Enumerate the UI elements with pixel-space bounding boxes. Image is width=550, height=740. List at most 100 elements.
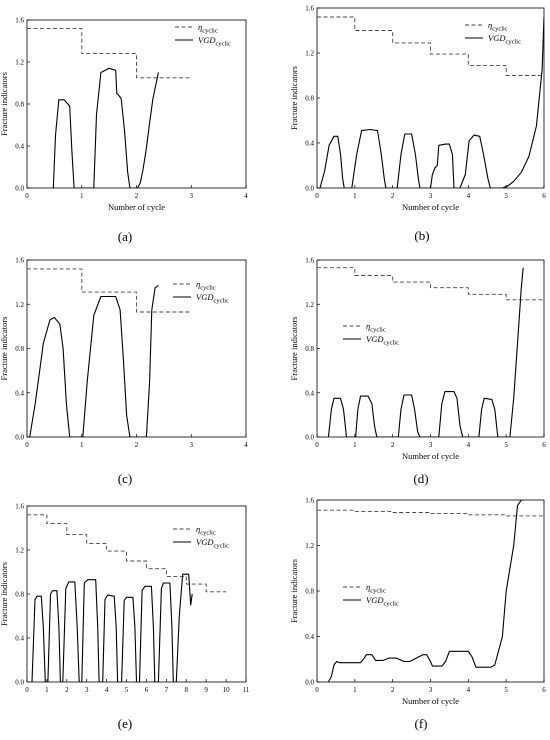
y-axis-label: Fracture indicators bbox=[0, 562, 9, 626]
x-tick-label: 3 bbox=[190, 192, 194, 200]
series-line-vgd-cyclic bbox=[29, 284, 159, 437]
y-tick-label: 0.0 bbox=[305, 185, 314, 193]
y-tick-label: 0.8 bbox=[305, 95, 314, 103]
x-tick-label: 6 bbox=[145, 686, 149, 694]
x-tick-label: 0 bbox=[25, 441, 29, 449]
y-tick-label: 0.4 bbox=[305, 389, 314, 397]
y-tick-label: 0.8 bbox=[15, 345, 24, 353]
y-tick-label: 0.4 bbox=[305, 633, 314, 641]
panel-label: (b) bbox=[414, 228, 429, 243]
y-axis-label: Fracture indicators bbox=[289, 317, 299, 381]
x-tick-label: 4 bbox=[467, 686, 471, 694]
y-tick-label: 0.8 bbox=[305, 588, 314, 596]
y-tick-label: 0.4 bbox=[305, 140, 314, 148]
x-axis-label: Number of cycle bbox=[402, 451, 459, 461]
x-tick-label: 5 bbox=[125, 686, 129, 694]
y-tick-label: 0.4 bbox=[15, 389, 24, 397]
panel-label: (d) bbox=[413, 471, 428, 486]
x-tick-label: 4 bbox=[105, 686, 109, 694]
panel-label: (f) bbox=[415, 716, 428, 731]
y-axis-label: Fracture indicators bbox=[0, 317, 9, 381]
chart-panel-e: 0 1 2 3 4 5 6 7 8 9 10 11 0.0 0.4 0.8 1.2 1.6 Fracture in… bbox=[0, 503, 250, 732]
plot-frame bbox=[316, 499, 545, 683]
series-line-vgd-cyclic bbox=[52, 67, 159, 188]
series-line-vgd-cyclic bbox=[327, 500, 526, 682]
x-tick-label: 3 bbox=[190, 441, 194, 449]
x-tick-label: 1 bbox=[45, 686, 49, 694]
x-tick-label: 0 bbox=[25, 686, 29, 694]
y-axis-label: Fracture indicators bbox=[0, 72, 9, 136]
y-tick-label: 1.6 bbox=[15, 257, 24, 265]
x-tick-label: 0 bbox=[315, 441, 319, 449]
legend-label-cyclic: ηcyclic bbox=[196, 524, 216, 537]
y-tick-label: 0.8 bbox=[15, 101, 24, 109]
x-tick-label: 4 bbox=[467, 441, 471, 449]
x-tick-label: 2 bbox=[391, 441, 395, 449]
y-axis-label: Fracture indicators bbox=[289, 559, 299, 623]
series-line-cyclic bbox=[317, 16, 544, 76]
y-tick-label: 0.4 bbox=[15, 635, 24, 643]
panel-label: (a) bbox=[118, 229, 132, 244]
y-tick-label: 0.0 bbox=[15, 679, 24, 687]
x-tick-label: 6 bbox=[542, 192, 546, 200]
chart-panel-d: 0 1 2 3 4 5 6 0.0 0.4 0.8 1.2 1.6 Number of cycle Fra… bbox=[289, 257, 546, 487]
x-tick-label: 6 bbox=[542, 441, 546, 449]
legend-label-vgd-cyclic: VGDcyclic bbox=[196, 537, 229, 550]
x-tick-label: 3 bbox=[429, 192, 433, 200]
legend-label-vgd-cyclic: VGDcyclic bbox=[366, 334, 399, 347]
x-tick-label: 10 bbox=[223, 686, 231, 694]
chart-panel-f: 0 1 2 3 4 5 6 0.0 0.4 0.8 1.2 1.6 Number of cycle Fra… bbox=[289, 497, 546, 732]
y-tick-label: 1.2 bbox=[305, 301, 314, 309]
legend-label-vgd-cyclic: VGDcyclic bbox=[366, 595, 399, 608]
x-tick-label: 5 bbox=[504, 686, 508, 694]
plot-frame bbox=[316, 7, 545, 189]
x-tick-label: 2 bbox=[391, 192, 395, 200]
y-tick-label: 1.2 bbox=[15, 547, 24, 555]
y-tick-label: 1.6 bbox=[305, 5, 314, 13]
x-tick-label: 4 bbox=[244, 192, 248, 200]
y-tick-label: 1.2 bbox=[305, 50, 314, 58]
x-tick-label: 4 bbox=[244, 441, 248, 449]
legend-label-cyclic: ηcyclic bbox=[196, 279, 216, 292]
x-tick-label: 6 bbox=[542, 686, 546, 694]
x-tick-label: 0 bbox=[315, 686, 319, 694]
series-line-vgd-cyclic bbox=[327, 267, 524, 437]
y-tick-label: 0.4 bbox=[15, 143, 24, 151]
x-tick-label: 2 bbox=[135, 441, 139, 449]
legend-label-vgd-cyclic: VGDcyclic bbox=[196, 292, 229, 305]
x-tick-label: 3 bbox=[85, 686, 89, 694]
y-tick-label: 0.0 bbox=[305, 679, 314, 687]
x-tick-label: 9 bbox=[204, 686, 208, 694]
x-tick-label: 1 bbox=[353, 686, 357, 694]
x-tick-label: 1 bbox=[80, 441, 84, 449]
y-tick-label: 1.6 bbox=[15, 17, 24, 25]
series-line-vgd-cyclic bbox=[31, 573, 193, 682]
panel-label: (e) bbox=[118, 716, 132, 731]
y-tick-label: 0.0 bbox=[15, 434, 24, 442]
x-tick-label: 3 bbox=[429, 441, 433, 449]
series-line-cyclic bbox=[27, 27, 192, 79]
series-line-cyclic bbox=[317, 509, 544, 517]
x-tick-label: 5 bbox=[504, 192, 508, 200]
x-tick-label: 3 bbox=[429, 686, 433, 694]
x-tick-label: 5 bbox=[504, 441, 508, 449]
legend-label-vgd-cyclic: VGDcyclic bbox=[198, 35, 231, 48]
x-tick-label: 7 bbox=[165, 686, 169, 694]
y-axis-label: Fracture indicators bbox=[289, 66, 299, 130]
x-tick-label: 2 bbox=[65, 686, 69, 694]
legend-label-cyclic: ηcyclic bbox=[198, 22, 218, 35]
y-tick-label: 0.8 bbox=[305, 345, 314, 353]
chart-panel-c: 0 1 2 3 4 0.0 0.4 0.8 1.2 1.6 Fracture indicators η… bbox=[0, 257, 248, 487]
y-tick-label: 1.2 bbox=[15, 301, 24, 309]
y-tick-label: 1.6 bbox=[305, 497, 314, 505]
legend-label-cyclic: ηcyclic bbox=[366, 582, 386, 595]
chart-panel-b: 0 1 2 3 4 5 6 0.0 0.4 0.8 1.2 1.6 Number of cycle Fra… bbox=[289, 5, 546, 244]
series-line-cyclic bbox=[27, 268, 192, 313]
x-tick-label: 1 bbox=[80, 192, 84, 200]
x-tick-label: 1 bbox=[353, 441, 357, 449]
